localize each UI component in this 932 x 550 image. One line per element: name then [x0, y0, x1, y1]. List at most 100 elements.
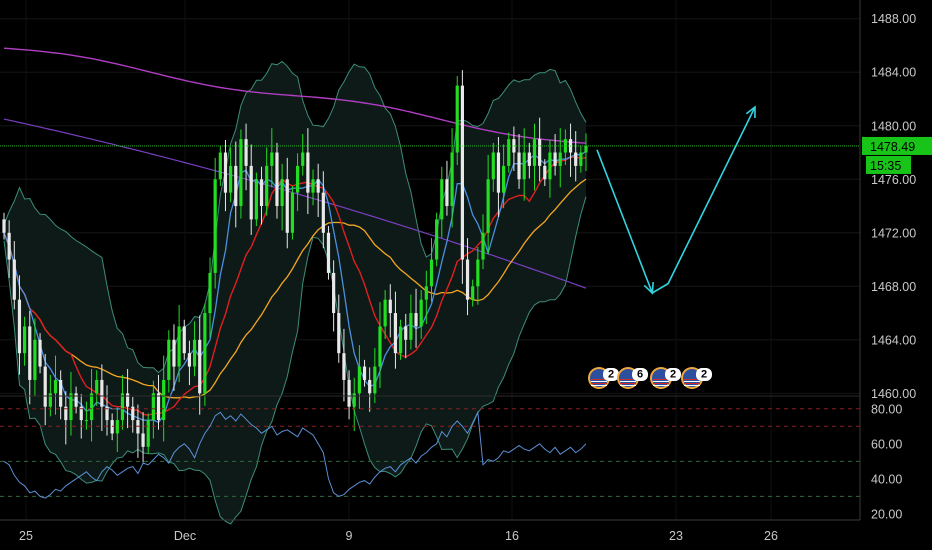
candle-body [501, 165, 506, 193]
time-tick-label: 26 [764, 529, 778, 543]
candle-body [471, 286, 475, 300]
event-marker[interactable]: 6 [617, 367, 648, 389]
price-tick-label: 1472.00 [871, 226, 916, 240]
candle-body [579, 152, 583, 166]
price-axis[interactable]: 1460.00 1464.00 1468.00 1472.00 1476.00 1480.… [859, 0, 932, 521]
candle-body [2, 219, 6, 233]
candle-body [53, 379, 58, 394]
countdown-label: 15:35 [870, 159, 901, 173]
candle-body [398, 326, 403, 354]
candle-body [522, 152, 526, 180]
candle-body [239, 139, 243, 207]
candle-body [218, 152, 222, 180]
candle-body [316, 179, 320, 193]
candle-body [177, 326, 181, 367]
candle-body [234, 165, 238, 207]
event-marker[interactable]: 2 [650, 367, 681, 389]
candle-body [445, 179, 449, 207]
price-tick-label: 1484.00 [871, 66, 916, 80]
candle-body [275, 152, 279, 207]
time-axis[interactable]: 25 Dec 9 16 23 26 [0, 519, 860, 543]
time-tick-label: 23 [669, 529, 683, 543]
flag-stripe [653, 381, 669, 382]
candle-body [393, 313, 398, 354]
candle-body [141, 433, 145, 447]
candle-body [383, 299, 387, 327]
candle-body [414, 313, 418, 327]
flag-stripe [684, 379, 700, 380]
candle-body [131, 406, 135, 421]
time-tick-label: 25 [19, 529, 33, 543]
price-tick-label: 1476.00 [871, 173, 916, 187]
candle-body [126, 393, 130, 407]
candle-body [192, 339, 197, 367]
event-badge-bg [665, 368, 681, 381]
rsi-pane[interactable] [0, 408, 860, 499]
candle-body [12, 259, 16, 300]
candle-body [357, 366, 361, 394]
candle-body [43, 366, 47, 407]
candle-body [79, 406, 83, 421]
rsi-tick-label: 20.00 [871, 507, 902, 521]
rsi-line [3, 410, 587, 499]
event-badge-bg [632, 368, 648, 381]
candle-body [17, 299, 22, 354]
candle-body [213, 179, 217, 273]
candle-body [337, 313, 341, 354]
candle-body [362, 366, 367, 380]
candle-body [342, 353, 346, 380]
projection-arrowheads [643, 105, 756, 295]
candle-body [378, 326, 382, 367]
last-price-label-box: 1478.49 15:35 [862, 136, 932, 174]
candle-body [496, 152, 501, 193]
economic-events[interactable]: 2 6 2 2 [588, 367, 712, 389]
candle-body [455, 85, 459, 153]
candle-body [244, 139, 248, 166]
event-count: 2 [701, 369, 707, 381]
candle-body [450, 152, 454, 207]
ma-orange [3, 178, 587, 399]
price-tick-label: 1468.00 [871, 280, 916, 294]
candle-body [295, 165, 300, 193]
flag-stripe [684, 381, 700, 382]
candle-body [429, 259, 434, 287]
candle-body [48, 393, 52, 407]
candle-body [465, 259, 470, 300]
candle-body [33, 339, 37, 380]
candle-body [527, 152, 531, 166]
candle-body [301, 152, 305, 166]
candle-body [64, 406, 68, 421]
candle-body [229, 165, 233, 193]
candle-body [321, 192, 325, 233]
candle-body [84, 420, 89, 422]
candle-body [187, 353, 192, 367]
candle-body [347, 379, 351, 407]
candle-body [538, 139, 542, 166]
candle-body [265, 165, 269, 207]
candle-body [249, 165, 253, 220]
rsi-tick-label: 40.00 [871, 472, 902, 486]
candle-body [352, 393, 356, 407]
candle-body [553, 152, 557, 166]
candle-body [424, 286, 428, 300]
flag-stripe [620, 385, 636, 386]
time-tick-labels: 25 Dec 9 16 23 26 [19, 529, 778, 543]
event-marker[interactable]: 2 [588, 367, 619, 389]
time-tick-label: 9 [346, 529, 353, 543]
price-tick-label: 1460.00 [871, 387, 916, 401]
event-marker[interactable]: 2 [681, 367, 712, 389]
candle-body [481, 232, 485, 260]
candle-body [115, 420, 119, 434]
candlestick-series [2, 70, 588, 463]
time-tick-label: Dec [174, 529, 196, 543]
event-count: 2 [608, 369, 614, 381]
candle-body [368, 379, 372, 394]
event-count: 6 [637, 369, 643, 381]
candle-body [69, 393, 73, 421]
candle-body [486, 179, 490, 233]
candle-body [74, 393, 78, 407]
candle-body [223, 152, 228, 193]
flag-stripe [684, 385, 700, 386]
time-tick-label: 16 [505, 529, 519, 543]
